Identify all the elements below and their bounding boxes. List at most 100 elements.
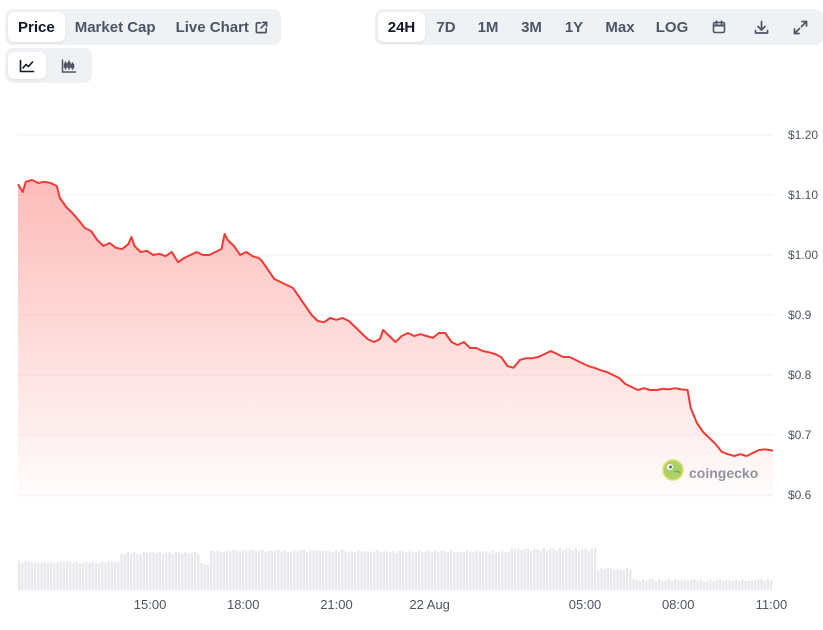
- y-tick-label: $1.00: [788, 248, 818, 262]
- volume-bar: [485, 551, 488, 590]
- volume-bar: [539, 550, 542, 590]
- volume-bar: [562, 550, 565, 590]
- volume-bar: [56, 562, 59, 590]
- volume-bar: [200, 563, 203, 590]
- volume-bar: [357, 550, 360, 590]
- volume-bar: [168, 551, 171, 590]
- volume-bar: [398, 551, 401, 590]
- volume-bar: [197, 554, 200, 590]
- tab-live-chart[interactable]: Live Chart: [166, 12, 278, 42]
- volume-bar: [286, 551, 289, 590]
- volume-bar: [418, 550, 421, 590]
- volume-bar: [446, 552, 449, 590]
- volume-bar: [498, 552, 501, 590]
- volume-bar: [587, 550, 590, 590]
- volume-bar: [702, 581, 705, 590]
- volume-bar: [78, 563, 81, 590]
- volume-bar: [514, 549, 517, 590]
- volume-bar: [248, 551, 251, 590]
- volume-bar: [603, 569, 606, 590]
- volume-bar: [264, 551, 267, 590]
- volume-bar: [370, 551, 373, 590]
- fullscreen-button[interactable]: [782, 12, 818, 42]
- volume-bar: [670, 580, 673, 590]
- volume-bar: [82, 563, 85, 590]
- volume-bar: [360, 551, 363, 590]
- range-3m[interactable]: 3M: [521, 18, 542, 36]
- volume-bar: [350, 551, 353, 590]
- fullscreen-icon: [793, 20, 808, 35]
- volume-bar: [242, 550, 245, 590]
- y-tick-label: $0.6: [788, 488, 812, 502]
- volume-bar: [229, 551, 232, 590]
- range-7d[interactable]: 7D: [436, 18, 456, 36]
- tab-market-cap[interactable]: Market Cap: [74, 18, 156, 36]
- volume-bar: [770, 580, 773, 590]
- volume-bar: [571, 549, 574, 590]
- volume-bar: [238, 551, 241, 590]
- volume-bar: [315, 549, 318, 590]
- volume-bar: [126, 552, 129, 590]
- volume-bar: [507, 551, 510, 590]
- volume-bar: [325, 550, 328, 590]
- volume-bar: [469, 551, 472, 590]
- volume-bar: [235, 550, 238, 590]
- coingecko-watermark: coingecko: [662, 459, 758, 486]
- volume-bar: [475, 550, 478, 590]
- volume-bar: [741, 578, 744, 590]
- volume-bar: [632, 578, 635, 590]
- x-tick-label: 22 Aug: [409, 597, 450, 612]
- volume-bar: [578, 550, 581, 590]
- volume-bar: [594, 548, 597, 590]
- volume-bar: [69, 561, 72, 590]
- volume-bar: [674, 578, 677, 590]
- range-1m[interactable]: 1M: [477, 18, 499, 36]
- volume-bar: [616, 568, 619, 590]
- volume-bar: [75, 561, 78, 590]
- volume-bar: [46, 562, 49, 590]
- calendar-button[interactable]: [698, 12, 740, 42]
- volume-bar: [181, 554, 184, 590]
- range-max[interactable]: Max: [605, 18, 635, 36]
- volume-bar: [203, 564, 206, 590]
- volume-bar: [226, 550, 229, 590]
- line-chart-button[interactable]: [8, 52, 46, 79]
- volume-bar: [530, 550, 533, 590]
- volume-bar: [258, 550, 261, 590]
- y-tick-label: $0.8: [788, 368, 812, 382]
- price-chart[interactable]: $0.6 $0.7 $0.8 $0.9 $1.00 $1.10 $1.20 15:00 18:…: [0, 100, 823, 620]
- scale-log[interactable]: LOG: [655, 18, 689, 36]
- volume-bar: [546, 550, 549, 590]
- volume-bar: [312, 550, 315, 590]
- volume-bar: [72, 563, 75, 590]
- range-24h[interactable]: 24H: [378, 12, 425, 42]
- volume-bar: [405, 551, 408, 590]
- candlestick-button[interactable]: [50, 52, 88, 79]
- volume-bar: [146, 553, 149, 590]
- range-1y[interactable]: 1Y: [564, 18, 584, 36]
- volume-bar: [504, 552, 507, 590]
- volume-bar: [651, 579, 654, 590]
- volume-bar: [331, 551, 334, 590]
- volume-bar: [37, 563, 40, 590]
- volume-bar: [760, 579, 763, 590]
- tab-price[interactable]: Price: [8, 12, 65, 42]
- volume-bar: [606, 567, 609, 590]
- volume-bar: [18, 561, 21, 590]
- volume-bar: [613, 570, 616, 590]
- volume-bar: [158, 552, 161, 590]
- volume-bar: [91, 561, 94, 590]
- volume-bar: [517, 548, 520, 590]
- volume-bar: [696, 580, 699, 590]
- volume-bar: [523, 548, 526, 590]
- volume-bar: [645, 580, 648, 590]
- volume-bar: [299, 550, 302, 590]
- volume-bar: [27, 561, 30, 590]
- x-axis: 15:00 18:00 21:00 22 Aug 05:00 08:00 11:00: [134, 597, 787, 612]
- volume-bar: [392, 551, 395, 590]
- volume-bar: [766, 579, 769, 590]
- volume-bar: [302, 549, 305, 590]
- download-button[interactable]: [740, 12, 782, 42]
- volume-bar: [354, 552, 357, 590]
- volume-bar: [686, 580, 689, 590]
